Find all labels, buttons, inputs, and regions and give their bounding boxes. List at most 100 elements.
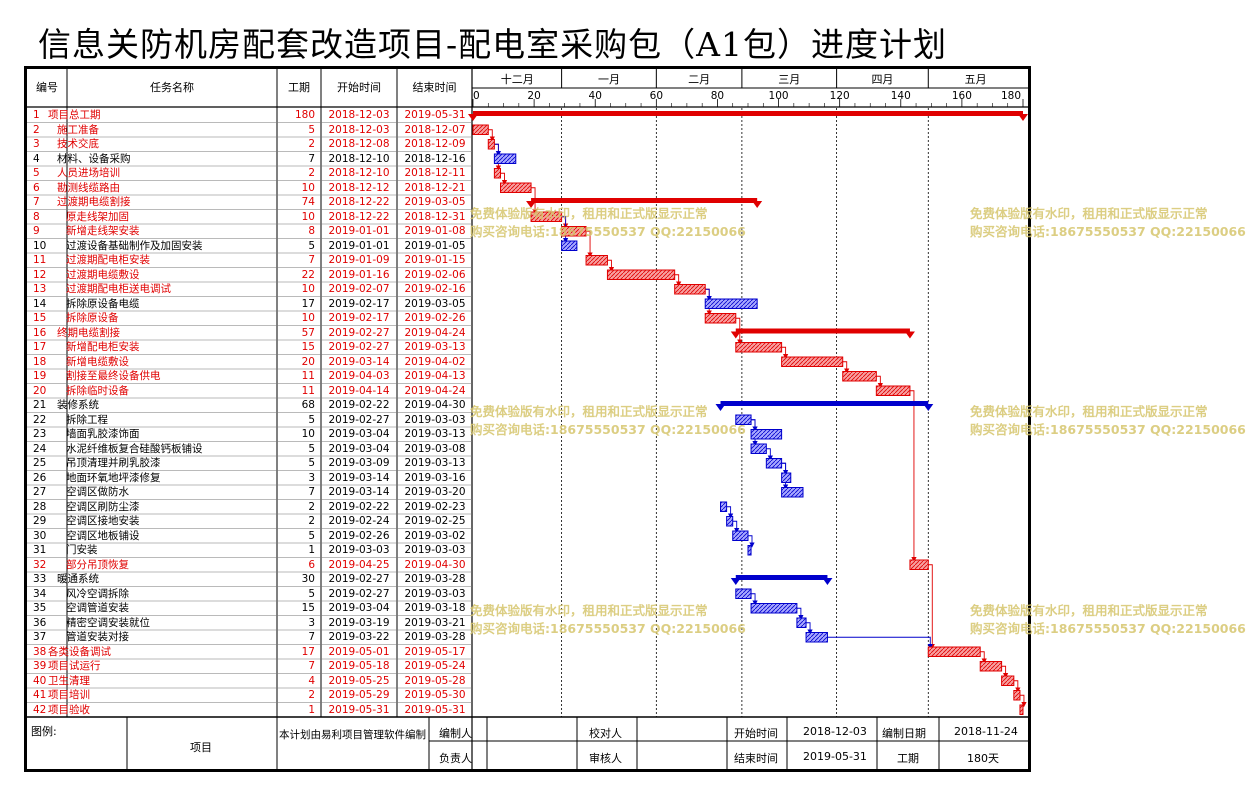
task-bar xyxy=(750,603,798,614)
start-label: 开始时间 xyxy=(734,727,778,740)
task-bar xyxy=(781,356,844,367)
end-label: 结束时间 xyxy=(734,752,778,765)
summary-bar-end-marker xyxy=(752,201,763,208)
table-row[interactable]: 40 卫生清理 4 2019-05-25 2019-05-28 xyxy=(27,674,472,689)
task-end: 2019-03-28 xyxy=(404,573,466,585)
task-id: 5 xyxy=(33,167,40,179)
dependency-link xyxy=(751,593,758,606)
table-row[interactable]: 38 各类设备调试 17 2019-05-01 2019-05-17 xyxy=(27,645,472,660)
task-id: 35 xyxy=(33,602,47,614)
task-start: 2019-02-27 xyxy=(328,413,390,426)
table-row[interactable]: 1 项目总工期 180 2018-12-03 2019-05-31 xyxy=(27,108,472,123)
table-row[interactable]: 24 水泥纤维板复合硅酸钙板铺设 5 2019-03-04 2019-03-08 xyxy=(27,442,472,457)
task-start: 2019-03-03 xyxy=(328,544,390,556)
table-row[interactable]: 15 拆除原设备 10 2019-02-17 2019-02-26 xyxy=(27,311,472,326)
table-row[interactable]: 8 原走线架加固 10 2018-12-22 2018-12-31 xyxy=(27,210,472,225)
summary-bar xyxy=(735,575,828,580)
task-id: 29 xyxy=(33,515,47,527)
task-start: 2019-03-22 xyxy=(328,631,390,643)
table-row[interactable]: 18 新增电缆敷设 20 2019-03-14 2019-04-02 xyxy=(27,355,472,370)
table-row[interactable]: 36 精密空调安装就位 3 2019-03-19 2019-03-21 xyxy=(27,616,472,631)
task-duration: 10 xyxy=(301,312,315,324)
task-name: 空调区做防水 xyxy=(66,486,129,498)
table-row[interactable]: 30 空调区地板铺设 5 2019-02-26 2019-03-02 xyxy=(27,529,472,544)
task-bar xyxy=(805,632,828,643)
task-bar xyxy=(585,255,608,266)
tick-label: 20 xyxy=(527,90,540,102)
task-end: 2019-02-06 xyxy=(404,268,466,281)
summary-bar xyxy=(531,198,758,203)
task-name: 空调区地板铺设 xyxy=(66,529,140,542)
task-duration: 15 xyxy=(301,341,315,353)
task-bar xyxy=(1001,675,1015,686)
table-row[interactable]: 41 项目培训 2 2019-05-29 2019-05-30 xyxy=(27,688,472,703)
table-row[interactable]: 35 空调管道安装 15 2019-03-04 2019-03-18 xyxy=(27,601,472,616)
task-start: 2018-12-03 xyxy=(328,109,390,121)
table-row[interactable]: 28 空调区刷防尘漆 2 2019-02-22 2019-02-23 xyxy=(27,500,472,515)
table-row[interactable]: 19 割接至最终设备供电 11 2019-04-03 2019-04-13 xyxy=(27,369,472,384)
task-end: 2019-03-13 xyxy=(404,457,466,469)
task-name: 装修系统 xyxy=(57,399,99,411)
task-id: 6 xyxy=(33,181,40,194)
table-row[interactable]: 11 过渡期配电柜安装 7 2019-01-09 2019-01-15 xyxy=(27,253,472,268)
summary-bar-end-marker xyxy=(822,578,833,585)
summary-bar-start-marker xyxy=(730,331,741,339)
table-row[interactable]: 20 拆除临时设备 11 2019-04-14 2019-04-24 xyxy=(27,384,472,399)
table-row[interactable]: 6 勘测线缆路由 10 2018-12-12 2018-12-21 xyxy=(27,181,472,196)
watermark: 免费体验版有水印，租用和正式版显示正常 购买咨询电话:18675550537 QQ… xyxy=(470,404,746,437)
table-row[interactable]: 7 过渡期电缆割接 74 2018-12-22 2019-03-05 xyxy=(27,195,472,210)
software-note: 本计划由易利项目管理软件编制 xyxy=(279,729,426,741)
month-label: 三月 xyxy=(778,73,800,86)
table-row[interactable]: 42 项目验收 1 2019-05-31 2019-05-31 xyxy=(27,703,472,718)
table-row[interactable]: 23 墙面乳胶漆饰面 10 2019-03-04 2019-03-13 xyxy=(27,427,472,442)
task-end: 2019-05-31 xyxy=(404,109,466,121)
task-duration: 2 xyxy=(308,515,315,527)
task-duration: 57 xyxy=(301,326,315,339)
table-row[interactable]: 33 暖通系统 30 2019-02-27 2019-03-28 xyxy=(27,572,472,587)
table-row[interactable]: 34 风冷空调拆除 5 2019-02-27 2019-03-03 xyxy=(27,587,472,602)
table-row[interactable]: 2 施工准备 5 2018-12-03 2018-12-07 xyxy=(27,123,472,138)
table-row[interactable]: 31 门安装 1 2019-03-03 2019-03-03 xyxy=(27,543,472,558)
table-row[interactable]: 10 过渡设备基础制作及加固安装 5 2019-01-01 2019-01-05 xyxy=(27,239,472,254)
table-row[interactable]: 26 地面环氧地坪漆修复 3 2019-03-14 2019-03-16 xyxy=(27,471,472,486)
task-id: 3 xyxy=(33,138,40,150)
task-end: 2019-05-28 xyxy=(404,674,466,687)
task-end: 2019-05-31 xyxy=(404,703,466,716)
table-row[interactable]: 17 新增配电柜安装 15 2019-02-27 2019-03-13 xyxy=(27,340,472,355)
table-row[interactable]: 27 空调区做防水 7 2019-03-14 2019-03-20 xyxy=(27,485,472,500)
table-row[interactable]: 22 拆除工程 5 2019-02-27 2019-03-03 xyxy=(27,413,472,428)
dependency-link xyxy=(842,361,850,374)
table-row[interactable]: 37 管道安装对接 7 2019-03-22 2019-03-28 xyxy=(27,630,472,645)
task-name: 割接至最终设备供电 xyxy=(66,370,161,382)
table-row[interactable]: 13 过渡期配电柜送电调试 10 2019-02-07 2019-02-16 xyxy=(27,282,472,297)
dependency-link xyxy=(980,651,987,664)
table-row[interactable]: 39 项目试运行 7 2019-05-18 2019-05-24 xyxy=(27,659,472,674)
task-name: 空调区刷防尘漆 xyxy=(66,500,140,513)
table-row[interactable]: 29 空调区接地安装 2 2019-02-24 2019-02-25 xyxy=(27,514,472,529)
table-row[interactable]: 32 部分吊顶恢复 6 2019-04-25 2019-04-30 xyxy=(27,558,472,573)
dependency-link xyxy=(781,346,789,360)
table-row[interactable]: 25 吊顶清理并刷乳胶漆 5 2019-03-09 2019-03-13 xyxy=(27,456,472,471)
table-row[interactable]: 9 新增走线架安装 8 2019-01-01 2019-01-08 xyxy=(27,224,472,239)
task-bar xyxy=(750,429,783,440)
task-end: 2018-12-11 xyxy=(404,167,466,179)
table-row[interactable]: 3 技术交底 2 2018-12-08 2018-12-09 xyxy=(27,137,472,152)
task-end: 2019-03-05 xyxy=(404,297,466,310)
task-name: 项目试运行 xyxy=(48,660,101,672)
task-start: 2018-12-22 xyxy=(328,210,390,223)
table-row[interactable]: 16 终期电缆割接 57 2019-02-27 2019-04-24 xyxy=(27,326,472,341)
table-row[interactable]: 5 人员进场培训 2 2018-12-10 2018-12-11 xyxy=(27,166,472,181)
table-row[interactable]: 21 装修系统 68 2019-02-22 2019-04-30 xyxy=(27,398,472,413)
task-duration: 22 xyxy=(301,268,315,281)
task-end: 2019-03-03 xyxy=(404,587,466,600)
table-row[interactable]: 4 材料、设备采购 7 2018-12-10 2018-12-16 xyxy=(27,152,472,167)
table-row[interactable]: 14 拆除原设备电缆 17 2019-02-17 2019-03-05 xyxy=(27,297,472,312)
table-row[interactable]: 12 过渡期电缆敷设 22 2019-01-16 2019-02-06 xyxy=(27,268,472,283)
gantt-chart-svg: 十二月 一月 二月 三月 四月 五月0 20 40 60 80 100 120 140 160 180 xyxy=(27,69,1028,769)
task-name: 项目验收 xyxy=(48,703,90,716)
task-duration: 10 xyxy=(301,428,315,440)
task-name: 过渡期电缆割接 xyxy=(57,196,131,208)
checker-label: 校对人 xyxy=(589,727,622,740)
dependency-link xyxy=(500,172,508,186)
task-start: 2019-02-26 xyxy=(328,529,390,542)
